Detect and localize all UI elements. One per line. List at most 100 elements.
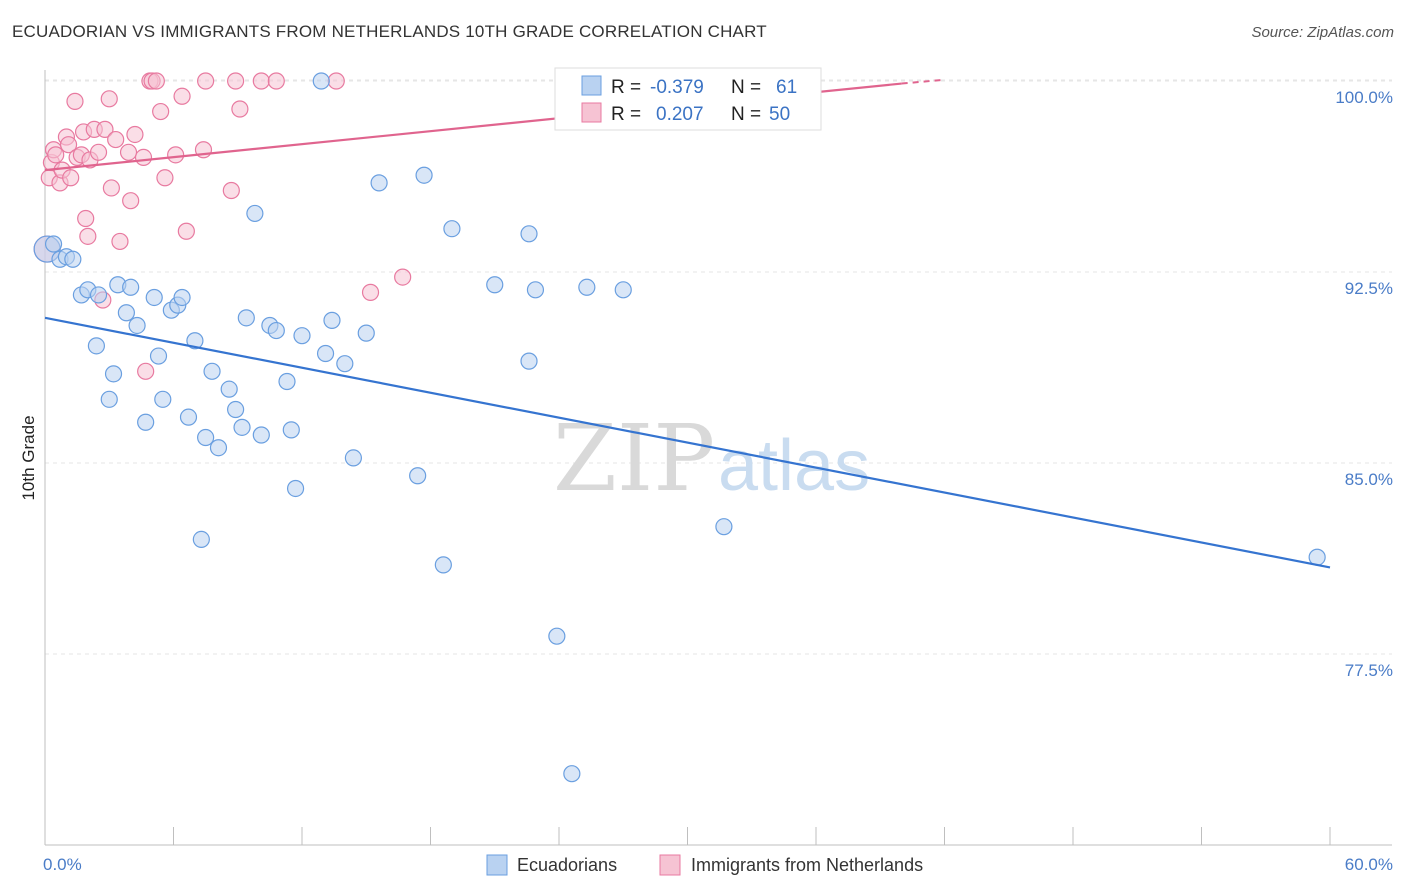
tick-labels: 100.0% 92.5% 85.0% 77.5% 0.0% 60.0% (43, 88, 1393, 874)
point-ecuadorians (220, 380, 238, 398)
point-ecuadorians (64, 250, 82, 268)
point-ecuadorians (87, 337, 106, 355)
point-ecuadorians (323, 311, 341, 329)
y-tick-label: 100.0% (1335, 88, 1393, 107)
point-ecuadorians (117, 304, 135, 322)
point-ecuadorians (173, 288, 191, 307)
point-netherlands (227, 72, 245, 90)
trend-line-netherlands-extension (901, 78, 945, 85)
watermark: ZIP atlas (553, 405, 870, 512)
x-tick-label: 60.0% (1345, 855, 1393, 874)
point-ecuadorians (44, 235, 63, 253)
stat-r-value-pink: 0.207 (656, 104, 704, 125)
point-netherlands (137, 362, 155, 380)
legend-label-netherlands: Immigrants from Netherlands (691, 855, 923, 875)
bottom-legend: Ecuadorians Immigrants from Netherlands (486, 854, 923, 876)
point-netherlands (197, 72, 215, 90)
point-netherlands (152, 102, 170, 121)
point-ecuadorians (715, 518, 733, 536)
point-netherlands (156, 169, 174, 187)
point-ecuadorians (246, 204, 264, 223)
stats-swatch-blue (581, 75, 602, 96)
point-ecuadorians (89, 286, 108, 304)
source-credit: Source: ZipAtlas.com (1251, 24, 1394, 41)
point-ecuadorians (563, 765, 581, 783)
stat-r-value-blue: -0.379 (650, 77, 704, 98)
point-ecuadorians (197, 428, 215, 447)
point-ecuadorians (409, 467, 427, 485)
point-ecuadorians (104, 365, 123, 383)
point-ecuadorians (100, 390, 118, 408)
point-ecuadorians (312, 72, 330, 90)
stats-swatch-pink (581, 102, 602, 123)
point-ecuadorians (614, 281, 632, 299)
point-ecuadorians (336, 355, 354, 373)
point-ecuadorians (415, 166, 433, 184)
point-ecuadorians (520, 352, 538, 370)
point-netherlands (47, 146, 65, 164)
point-ecuadorians (203, 362, 221, 380)
point-ecuadorians (286, 479, 305, 498)
point-ecuadorians (252, 426, 270, 444)
point-netherlands (222, 181, 240, 200)
y-tick-label: 85.0% (1345, 470, 1393, 489)
watermark-atlas: atlas (718, 426, 870, 506)
point-ecuadorians (186, 332, 204, 350)
point-netherlands (96, 120, 114, 138)
point-ecuadorians (154, 390, 172, 408)
point-netherlands (102, 179, 120, 197)
point-ecuadorians (357, 324, 375, 342)
point-ecuadorians (293, 327, 311, 345)
point-netherlands (66, 92, 84, 110)
y-tick-label: 77.5% (1345, 661, 1393, 680)
point-netherlands (177, 222, 195, 240)
stat-r-label-pink: R = (611, 104, 641, 125)
point-ecuadorians (137, 413, 155, 431)
point-ecuadorians (192, 530, 210, 549)
point-netherlands (173, 87, 191, 105)
point-netherlands (107, 130, 125, 149)
stat-n-value-blue: 61 (776, 77, 797, 98)
point-ecuadorians (179, 408, 198, 426)
point-ecuadorians (434, 556, 452, 574)
point-netherlands (394, 268, 412, 286)
point-ecuadorians (370, 174, 388, 192)
legend-label-ecuadorians: Ecuadorians (517, 855, 617, 875)
axes (44, 70, 1392, 846)
point-netherlands (327, 72, 345, 90)
point-netherlands (89, 143, 108, 161)
point-ecuadorians (282, 421, 300, 439)
point-netherlands (59, 136, 78, 154)
point-netherlands (111, 232, 129, 251)
point-netherlands (147, 72, 165, 90)
point-ecuadorians (149, 347, 168, 365)
stat-r-label-blue: R = (611, 77, 641, 98)
point-ecuadorians (443, 220, 461, 238)
point-ecuadorians (316, 344, 335, 363)
point-ecuadorians (233, 418, 251, 436)
point-ecuadorians (209, 439, 228, 457)
point-ecuadorians (128, 316, 146, 335)
gridlines (45, 79, 1392, 655)
point-netherlands (126, 125, 144, 144)
point-ecuadorians (344, 449, 362, 467)
stat-n-value-pink: 50 (769, 104, 790, 125)
trend-line-ecuadorians (44, 316, 1331, 569)
x-tick-label: 0.0% (43, 855, 82, 874)
point-netherlands (361, 283, 380, 301)
point-netherlands (100, 90, 118, 108)
point-ecuadorians (526, 281, 545, 299)
chart-title: ECUADORIAN VS IMMIGRANTS FROM NETHERLAND… (12, 22, 767, 41)
point-netherlands (134, 148, 153, 166)
point-ecuadorians (237, 309, 255, 327)
point-netherlands (122, 192, 140, 210)
point-ecuadorians (227, 400, 245, 419)
stat-n-label-pink: N = (731, 104, 761, 125)
legend-swatch-netherlands (659, 854, 681, 876)
point-ecuadorians (267, 321, 285, 340)
series-ecuadorians-points (33, 72, 1326, 783)
legend-swatch-ecuadorians (486, 854, 508, 876)
point-ecuadorians (145, 288, 163, 307)
point-ecuadorians (122, 278, 140, 296)
